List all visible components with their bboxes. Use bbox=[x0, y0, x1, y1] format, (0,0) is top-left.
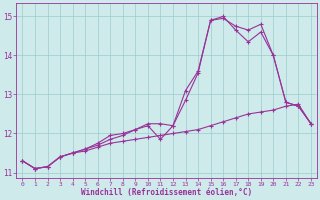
X-axis label: Windchill (Refroidissement éolien,°C): Windchill (Refroidissement éolien,°C) bbox=[81, 188, 252, 197]
